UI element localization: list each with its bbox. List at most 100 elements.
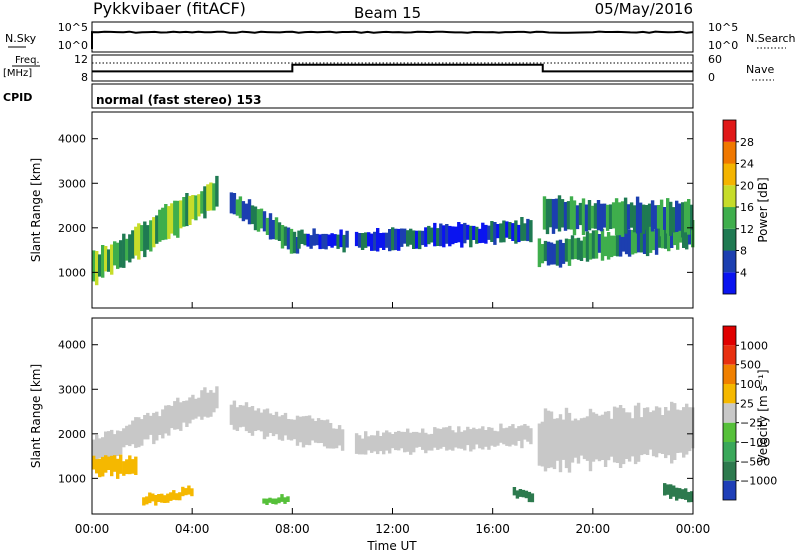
power-echo-cell	[158, 209, 162, 242]
velocity-echo-cell	[523, 424, 527, 440]
power-echo-cell	[597, 234, 602, 253]
velocity-echo-cell	[448, 425, 452, 450]
velocity-echo-cell	[427, 434, 431, 451]
power-echo-cell	[678, 203, 682, 231]
power-echo-cell	[620, 201, 625, 237]
power-echo-cell	[327, 234, 331, 247]
power-echo-cell	[173, 200, 177, 236]
nsky-label: N.Sky	[5, 32, 37, 45]
velocity-echo-cell	[354, 433, 359, 454]
power-echo-cell	[364, 232, 368, 248]
velocity-echo-cell	[633, 405, 638, 465]
velocity-echo-cell	[558, 414, 563, 473]
power-echo-cell	[656, 205, 661, 229]
power-echo-cell	[647, 203, 652, 227]
freq-panel: Freq. [MHz] 12 8 60 0 Nave	[3, 53, 774, 84]
velocity-echo-cell	[170, 405, 174, 429]
velocity-echo-cell	[160, 493, 164, 503]
power-echo-cell	[244, 203, 249, 220]
power-echo-cell	[149, 220, 153, 252]
x-tick-label: 00:00	[75, 522, 110, 536]
power-echo-region	[354, 217, 533, 252]
velocity-echo-cell	[594, 413, 599, 460]
power-colorbar-label: Power [dB]	[756, 177, 770, 242]
power-echo-cell	[653, 205, 658, 230]
velocity-echo-cell	[672, 485, 676, 497]
beam-title: Beam 15	[354, 4, 421, 22]
power-echo-cell	[391, 227, 395, 251]
colorbar-tick-label: 20	[740, 179, 754, 192]
power-echo-cell	[155, 215, 159, 244]
velocity-echo-cell	[289, 419, 294, 441]
velocity-echo-cell	[681, 489, 685, 500]
power-echo-cell	[570, 235, 575, 260]
velocity-echo-cell	[268, 413, 273, 433]
power-echo-cell	[523, 223, 527, 241]
velocity-echo-cell	[128, 455, 132, 475]
velocity-echo-cell	[256, 408, 261, 431]
velocity-echo-cell	[552, 418, 557, 470]
velocity-echo-cell	[244, 402, 249, 432]
colorbar-tick-label: −25	[740, 417, 763, 430]
power-echo-cell	[185, 193, 189, 227]
power-echo-cell	[511, 223, 515, 241]
velocity-echo-cell	[645, 407, 650, 455]
velocity-echo-cell	[543, 408, 548, 472]
velocity-echo-cell	[316, 418, 321, 444]
velocity-echo-cell	[212, 392, 216, 413]
nave-label: Nave	[746, 63, 774, 76]
power-echo-region	[229, 192, 300, 254]
velocity-echo-cell	[518, 489, 523, 497]
velocity-echo-cell	[337, 425, 342, 446]
power-echo-cell	[599, 203, 604, 232]
power-echo-cell	[140, 225, 144, 252]
power-echo-cell	[654, 225, 659, 255]
velocity-echo-cell	[200, 390, 204, 420]
power-echo-cell	[602, 203, 607, 228]
freq-tick-12: 12	[74, 53, 88, 66]
power-echo-cell	[143, 221, 147, 258]
power-echo-cell	[188, 195, 192, 225]
velocity-echo-cell	[540, 421, 545, 467]
power-data-layer	[92, 175, 695, 286]
y-tick-label: 1000	[58, 472, 86, 485]
power-colorbar-cell	[723, 272, 736, 295]
velocity-echo-cell	[585, 416, 590, 461]
velocity-echo-cell	[134, 417, 138, 448]
velocity-echo-cell	[657, 407, 662, 454]
power-echo-cell	[309, 235, 313, 249]
velocity-echo-cell	[664, 407, 668, 459]
velocity-echo-cell	[167, 405, 171, 436]
velocity-echo-cell	[280, 415, 285, 441]
y-tick-label: 2000	[58, 428, 86, 441]
x-tick-label: 12:00	[375, 522, 410, 536]
power-echo-cell	[212, 183, 216, 211]
power-echo-cell	[463, 222, 467, 244]
power-echo-cell	[614, 198, 619, 236]
velocity-echo-cell	[206, 392, 210, 418]
velocity-echo-cell	[155, 411, 159, 441]
power-echo-cell	[567, 239, 572, 266]
power-echo-cell	[203, 186, 207, 219]
power-echo-cell	[182, 197, 186, 227]
power-echo-cell	[427, 225, 431, 245]
power-echo-cell	[632, 205, 637, 233]
power-echo-cell	[672, 207, 676, 233]
velocity-echo-cell	[457, 426, 461, 449]
power-echo-cell	[191, 195, 195, 220]
power-echo-cell	[555, 240, 560, 266]
velocity-echo-cell	[125, 459, 129, 475]
power-colorbar-cell	[723, 141, 736, 164]
x-tick-label: 16:00	[475, 522, 510, 536]
velocity-echo-cell	[137, 417, 141, 448]
velocity-echo-cell	[277, 416, 282, 440]
power-echo-cell	[669, 201, 673, 236]
power-echo-cell	[490, 221, 494, 242]
power-echo-cell	[487, 225, 491, 240]
freq-tick-8: 8	[81, 71, 88, 84]
power-echo-cell	[164, 204, 168, 240]
velocity-echo-cell	[235, 407, 240, 431]
velocity-echo-cell	[439, 428, 443, 449]
velocity-echo-cell	[119, 454, 123, 474]
power-echo-cell	[176, 200, 180, 238]
